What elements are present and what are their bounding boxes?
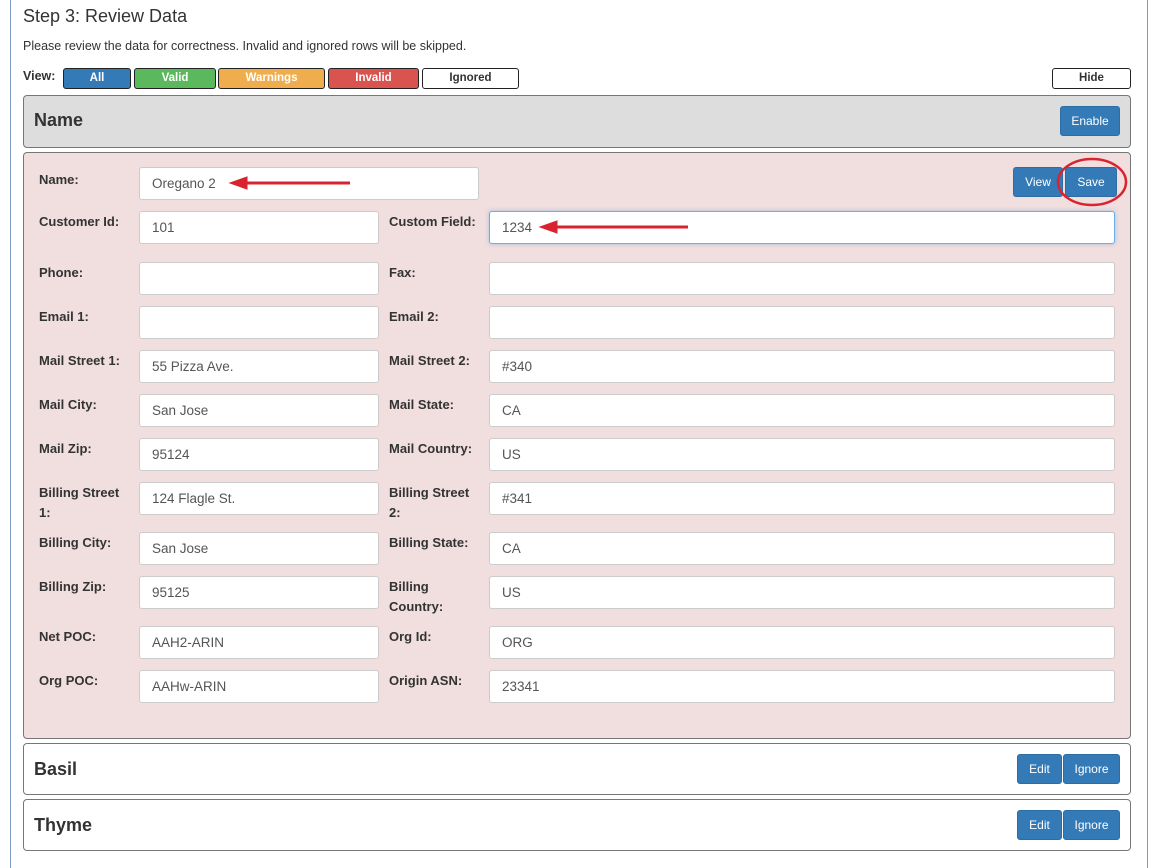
org-id-label: Org Id: — [389, 629, 432, 644]
origin-asn-input[interactable]: 23341 — [489, 670, 1115, 703]
billing-state-input[interactable]: CA — [489, 532, 1115, 565]
filter-invalid-button[interactable]: Invalid — [328, 68, 419, 89]
custom-field-input[interactable]: 1234 — [489, 211, 1115, 244]
name-label: Name: — [39, 172, 79, 187]
billing-zip-label: Billing Zip: — [39, 579, 107, 594]
view-label: View: — [23, 69, 56, 83]
billing-country-input[interactable]: US — [489, 576, 1115, 609]
enable-button[interactable]: Enable — [1060, 106, 1120, 136]
billing-zip-input[interactable]: 95125 — [139, 576, 379, 609]
mail-state-input[interactable]: CA — [489, 394, 1115, 427]
edit-panel: View Save Name: Oregano 2 Customer Id: 101 C… — [23, 152, 1131, 739]
mail-street-2-label: Mail Street 2: — [389, 353, 470, 368]
billing-street-2-input[interactable]: #341 — [489, 482, 1115, 515]
mail-city-input[interactable]: San Jose — [139, 394, 379, 427]
custom-field-label: Custom Field: — [389, 214, 476, 229]
phone-label: Phone: — [39, 265, 84, 280]
record-panel-basil[interactable]: Basil Edit Ignore — [23, 743, 1131, 795]
record-panel-thyme[interactable]: Thyme Edit Ignore — [23, 799, 1131, 851]
mail-state-label: Mail State: — [389, 397, 455, 412]
email-2-input[interactable] — [489, 306, 1115, 339]
billing-city-label: Billing City: — [39, 535, 112, 550]
phone-input[interactable] — [139, 262, 379, 295]
record-title: Basil — [34, 759, 78, 779]
view-button[interactable]: View — [1013, 167, 1063, 197]
billing-street-1-label: Billing Street 1: — [39, 485, 120, 520]
email-1-label: Email 1: — [39, 309, 89, 324]
edit-button[interactable]: Edit — [1017, 754, 1062, 784]
mail-street-2-input[interactable]: #340 — [489, 350, 1115, 383]
filter-ignored-button[interactable]: Ignored — [422, 68, 519, 89]
mail-zip-label: Mail Zip: — [39, 441, 92, 456]
filter-warnings-button[interactable]: Warnings — [218, 68, 325, 89]
billing-street-2-label: Billing Street 2: — [389, 485, 470, 520]
email-1-input[interactable] — [139, 306, 379, 339]
mail-country-input[interactable]: US — [489, 438, 1115, 471]
header-panel: Name Enable — [23, 95, 1131, 148]
name-input[interactable]: Oregano 2 — [139, 167, 479, 200]
billing-street-1-input[interactable]: 124 Flagle St. — [139, 482, 379, 515]
filter-all-button[interactable]: All — [63, 68, 131, 89]
billing-country-label: Billing Country: — [389, 579, 444, 614]
page-title: Step 3: Review Data — [23, 6, 188, 26]
net-poc-label: Net POC: — [39, 629, 97, 644]
ignore-button[interactable]: Ignore — [1063, 810, 1120, 840]
fax-input[interactable] — [489, 262, 1115, 295]
billing-city-input[interactable]: San Jose — [139, 532, 379, 565]
mail-street-1-label: Mail Street 1: — [39, 353, 120, 368]
header-panel-title: Name — [34, 110, 84, 130]
mail-street-1-input[interactable]: 55 Pizza Ave. — [139, 350, 379, 383]
org-poc-label: Org POC: — [39, 673, 99, 688]
email-2-label: Email 2: — [389, 309, 439, 324]
record-title: Thyme — [34, 815, 93, 835]
hide-button[interactable]: Hide — [1052, 68, 1131, 89]
org-id-input[interactable]: ORG — [489, 626, 1115, 659]
fax-label: Fax: — [389, 265, 416, 280]
net-poc-input[interactable]: AAH2-ARIN — [139, 626, 379, 659]
edit-button[interactable]: Edit — [1017, 810, 1062, 840]
save-button[interactable]: Save — [1065, 167, 1117, 197]
mail-zip-input[interactable]: 95124 — [139, 438, 379, 471]
intro-text: Please review the data for correctness. … — [23, 39, 467, 53]
customer-id-label: Customer Id: — [39, 214, 120, 229]
mail-city-label: Mail City: — [39, 397, 97, 412]
page-frame — [10, 0, 1148, 868]
billing-state-label: Billing State: — [389, 535, 469, 550]
customer-id-input[interactable]: 101 — [139, 211, 379, 244]
mail-country-label: Mail Country: — [389, 441, 473, 456]
ignore-button[interactable]: Ignore — [1063, 754, 1120, 784]
org-poc-input[interactable]: AAHw-ARIN — [139, 670, 379, 703]
origin-asn-label: Origin ASN: — [389, 673, 463, 688]
filter-valid-button[interactable]: Valid — [134, 68, 216, 89]
